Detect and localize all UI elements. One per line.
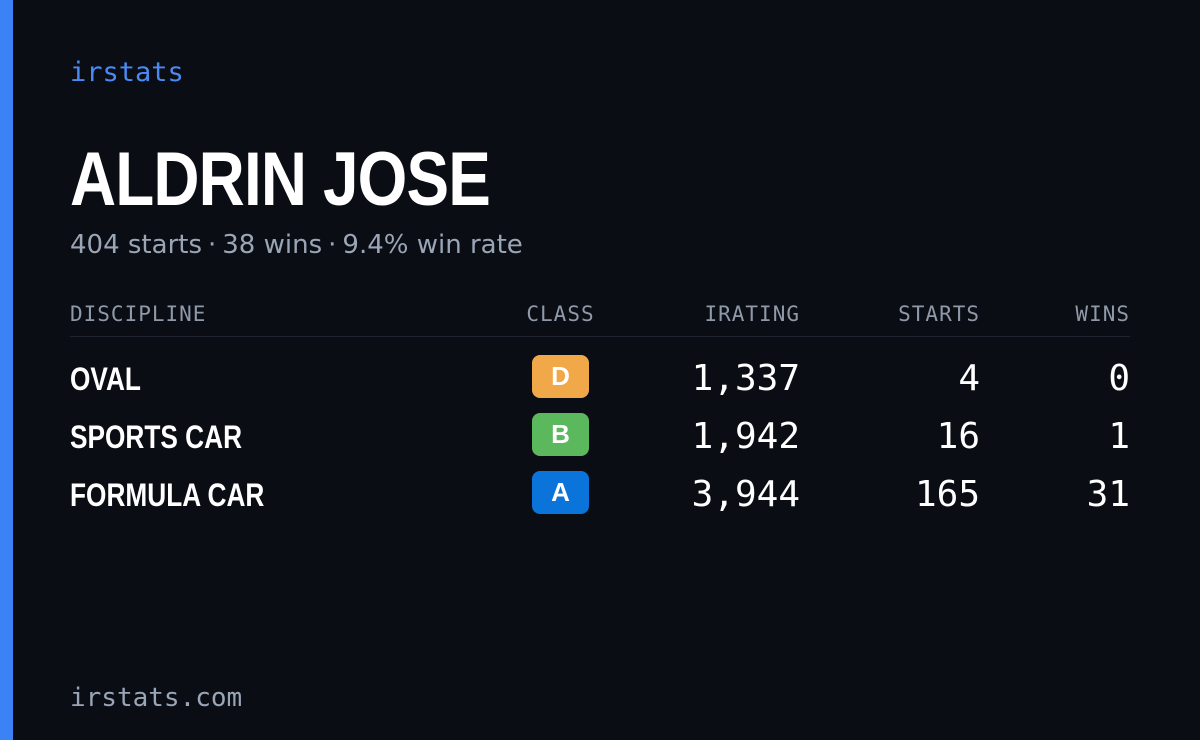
starts-value: 165 [914, 474, 980, 515]
column-header-starts: STARTS [898, 302, 980, 326]
discipline-name: OVAL [70, 361, 141, 397]
driver-name: ALDRIN JOSE [70, 137, 491, 222]
discipline-name: FORMULA CAR [70, 477, 265, 513]
summary-starts: 404 starts [70, 230, 202, 260]
summary-wins: 38 wins [222, 230, 323, 260]
column-header-discipline: DISCIPLINE [70, 302, 207, 326]
wins-value: 31 [1086, 474, 1130, 515]
brand-logo[interactable]: irstats [70, 57, 184, 88]
starts-value: 16 [936, 416, 980, 457]
summary-separator: · [328, 230, 337, 260]
summary-win-rate: 9.4% win rate [342, 230, 523, 260]
column-header-class: CLASS [526, 302, 595, 326]
starts-value: 4 [958, 358, 980, 399]
table-row: FORMULA CAR A 3,944 165 31 [70, 453, 1130, 515]
irating-value: 1,942 [691, 416, 800, 457]
table-row: SPORTS CAR B 1,942 16 1 [70, 395, 1130, 457]
footer-url[interactable]: irstats.com [70, 683, 243, 713]
column-header-wins: WINS [1075, 302, 1130, 326]
wins-value: 1 [1108, 416, 1130, 457]
table-body: OVAL D 1,337 4 0 SPORTS CAR B 1,942 16 1… [70, 337, 1130, 537]
irating-value: 1,337 [691, 358, 800, 399]
table-row: OVAL D 1,337 4 0 [70, 337, 1130, 399]
table-header: DISCIPLINE CLASS IRATING STARTS WINS [70, 296, 1130, 337]
summary-separator: · [208, 230, 217, 260]
accent-bar [0, 0, 13, 740]
wins-value: 0 [1108, 358, 1130, 399]
discipline-name: SPORTS CAR [70, 419, 243, 455]
license-class-badge: A [532, 471, 589, 514]
column-header-irating: IRATING [704, 302, 800, 326]
irating-value: 3,944 [691, 474, 800, 515]
driver-summary: 404 starts · 38 wins · 9.4% win rate [70, 226, 523, 264]
discipline-table: DISCIPLINE CLASS IRATING STARTS WINS OVA… [70, 296, 1130, 537]
license-class-badge: D [532, 355, 589, 398]
license-class-badge: B [532, 413, 589, 456]
